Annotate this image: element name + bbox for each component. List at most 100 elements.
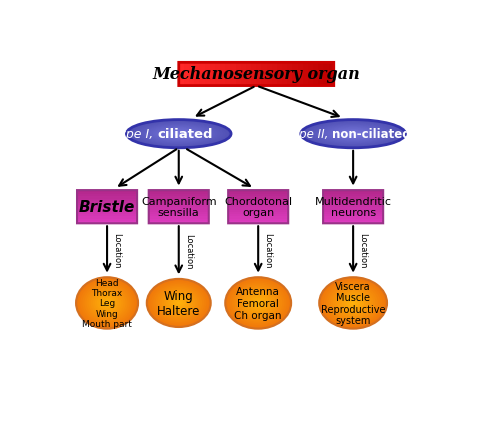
Ellipse shape <box>312 123 395 146</box>
FancyBboxPatch shape <box>228 217 288 219</box>
Ellipse shape <box>234 284 282 322</box>
Text: Head
Thorax
Leg
Wing
Mouth part: Head Thorax Leg Wing Mouth part <box>82 278 132 329</box>
Ellipse shape <box>333 288 374 319</box>
FancyBboxPatch shape <box>328 63 334 86</box>
Ellipse shape <box>90 289 124 317</box>
Ellipse shape <box>94 293 120 313</box>
FancyBboxPatch shape <box>230 63 236 86</box>
Ellipse shape <box>88 288 126 319</box>
Ellipse shape <box>174 300 183 307</box>
FancyBboxPatch shape <box>77 199 137 202</box>
Ellipse shape <box>247 295 269 312</box>
Ellipse shape <box>171 132 186 136</box>
Ellipse shape <box>228 280 289 327</box>
FancyBboxPatch shape <box>215 63 221 86</box>
Ellipse shape <box>322 280 385 327</box>
FancyBboxPatch shape <box>241 63 246 86</box>
FancyBboxPatch shape <box>323 221 383 224</box>
Ellipse shape <box>335 129 372 139</box>
Ellipse shape <box>156 286 202 321</box>
Ellipse shape <box>152 127 205 141</box>
FancyBboxPatch shape <box>228 212 288 215</box>
Ellipse shape <box>340 131 366 138</box>
FancyBboxPatch shape <box>148 203 209 206</box>
FancyBboxPatch shape <box>77 215 137 217</box>
FancyBboxPatch shape <box>323 190 383 193</box>
FancyBboxPatch shape <box>77 190 137 193</box>
Text: Bristle: Bristle <box>79 200 135 215</box>
Ellipse shape <box>158 129 200 140</box>
Ellipse shape <box>158 287 200 319</box>
Ellipse shape <box>164 292 194 314</box>
Ellipse shape <box>238 288 278 319</box>
Ellipse shape <box>149 281 208 326</box>
Ellipse shape <box>160 129 197 139</box>
FancyBboxPatch shape <box>323 212 383 215</box>
FancyBboxPatch shape <box>318 63 324 86</box>
Ellipse shape <box>243 291 274 315</box>
Ellipse shape <box>174 133 184 136</box>
Ellipse shape <box>99 296 116 310</box>
Ellipse shape <box>82 283 132 324</box>
Ellipse shape <box>306 122 400 147</box>
FancyBboxPatch shape <box>251 63 257 86</box>
Ellipse shape <box>151 283 206 324</box>
Ellipse shape <box>350 134 356 135</box>
Ellipse shape <box>134 123 223 146</box>
Ellipse shape <box>327 127 380 141</box>
Ellipse shape <box>162 290 196 316</box>
FancyBboxPatch shape <box>148 190 209 193</box>
FancyBboxPatch shape <box>266 63 272 86</box>
FancyBboxPatch shape <box>228 219 288 221</box>
Ellipse shape <box>342 132 363 137</box>
Text: ciliated: ciliated <box>158 128 213 141</box>
Ellipse shape <box>324 127 382 142</box>
FancyBboxPatch shape <box>77 208 137 211</box>
FancyBboxPatch shape <box>77 193 137 195</box>
Ellipse shape <box>245 293 272 313</box>
Ellipse shape <box>142 125 216 144</box>
FancyBboxPatch shape <box>148 197 209 200</box>
FancyBboxPatch shape <box>184 63 190 86</box>
Text: non-ciliated: non-ciliated <box>332 128 410 141</box>
Ellipse shape <box>163 130 194 138</box>
Ellipse shape <box>76 278 138 329</box>
Ellipse shape <box>316 125 390 144</box>
FancyBboxPatch shape <box>323 208 383 211</box>
Ellipse shape <box>348 133 358 136</box>
FancyBboxPatch shape <box>148 193 209 195</box>
FancyBboxPatch shape <box>282 63 288 86</box>
FancyBboxPatch shape <box>323 199 383 202</box>
FancyBboxPatch shape <box>287 63 293 86</box>
FancyBboxPatch shape <box>323 195 383 197</box>
FancyBboxPatch shape <box>148 210 209 213</box>
FancyBboxPatch shape <box>323 215 383 217</box>
FancyBboxPatch shape <box>228 206 288 208</box>
Ellipse shape <box>240 289 276 317</box>
Text: Antenna
Femoral
Ch organ: Antenna Femoral Ch organ <box>234 287 282 320</box>
Ellipse shape <box>137 123 220 146</box>
Ellipse shape <box>150 127 208 142</box>
FancyBboxPatch shape <box>148 221 209 224</box>
Ellipse shape <box>342 295 364 312</box>
Ellipse shape <box>236 286 280 320</box>
FancyBboxPatch shape <box>148 206 209 208</box>
FancyBboxPatch shape <box>77 217 137 219</box>
FancyBboxPatch shape <box>246 63 252 86</box>
FancyBboxPatch shape <box>277 63 283 86</box>
FancyBboxPatch shape <box>77 195 137 197</box>
Ellipse shape <box>335 289 371 317</box>
FancyBboxPatch shape <box>272 63 278 86</box>
Ellipse shape <box>80 281 134 326</box>
Ellipse shape <box>86 286 128 320</box>
FancyBboxPatch shape <box>179 63 184 86</box>
Text: Chordotonal
organ: Chordotonal organ <box>224 197 292 218</box>
FancyBboxPatch shape <box>323 201 383 204</box>
FancyBboxPatch shape <box>228 215 288 217</box>
FancyBboxPatch shape <box>228 221 288 224</box>
FancyBboxPatch shape <box>303 63 308 86</box>
FancyBboxPatch shape <box>228 190 288 193</box>
FancyBboxPatch shape <box>298 63 304 86</box>
FancyBboxPatch shape <box>194 63 200 86</box>
Ellipse shape <box>314 124 392 145</box>
